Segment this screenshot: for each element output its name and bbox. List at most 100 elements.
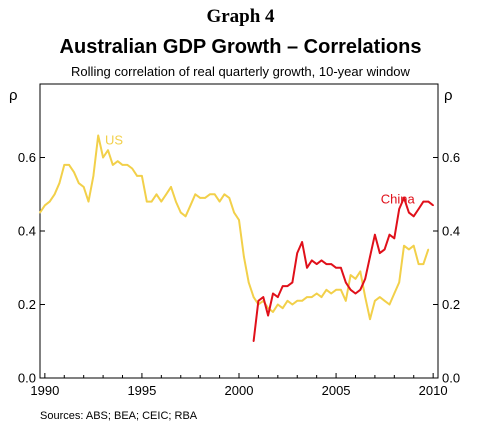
data-point-us <box>422 263 425 265</box>
data-point-us <box>267 307 269 309</box>
data-point-us <box>204 197 206 199</box>
data-point-us <box>252 296 255 298</box>
data-point-china <box>296 252 299 254</box>
data-point-china <box>311 259 313 262</box>
data-point-us <box>335 289 337 291</box>
data-point-china <box>306 266 308 269</box>
data-point-us <box>184 215 187 218</box>
data-point-china <box>378 252 381 254</box>
data-point-us <box>131 167 134 170</box>
series-line-us <box>39 134 430 321</box>
data-point-us <box>369 318 371 321</box>
data-point-us <box>82 186 85 188</box>
data-point-china <box>364 277 366 280</box>
data-point-us <box>73 171 75 173</box>
data-point-china <box>291 281 294 284</box>
data-point-us <box>112 164 114 166</box>
data-point-china <box>277 296 279 298</box>
y-tick-label-right: 0.4 <box>442 224 460 239</box>
y-axis-label-left: ρ <box>9 87 18 104</box>
data-point-china <box>340 266 342 269</box>
y-tick-label-right: 0.6 <box>442 150 460 165</box>
data-point-us <box>398 281 400 284</box>
data-point-china <box>432 204 434 207</box>
data-point-us <box>189 204 192 207</box>
data-point-china <box>257 300 260 302</box>
data-point-us <box>272 311 274 313</box>
data-point-china <box>398 208 400 210</box>
data-point-us <box>48 200 51 203</box>
data-point-us <box>165 193 167 196</box>
y-axis-label-right: ρ <box>444 87 453 104</box>
data-point-us <box>286 300 289 302</box>
data-point-us <box>311 296 313 298</box>
data-point-china <box>369 255 371 258</box>
data-point-us <box>359 270 362 273</box>
data-point-us <box>160 200 163 203</box>
data-point-china <box>393 237 396 240</box>
series-line-china <box>252 196 434 342</box>
data-point-us <box>243 255 245 258</box>
data-point-us <box>213 193 216 196</box>
data-point-us <box>325 289 328 291</box>
data-point-us <box>427 248 430 251</box>
data-point-us <box>296 300 299 302</box>
data-point-us <box>175 200 177 203</box>
data-point-us <box>320 296 323 298</box>
data-point-us <box>228 197 231 199</box>
data-point-china <box>403 197 405 199</box>
data-point-china <box>427 200 430 203</box>
data-point-us <box>378 296 381 298</box>
data-point-us <box>417 263 420 265</box>
data-point-us <box>126 164 129 166</box>
data-point-china <box>315 263 318 265</box>
data-point-china <box>408 211 410 214</box>
data-point-us <box>92 175 95 177</box>
data-point-us <box>44 204 46 207</box>
data-point-us <box>145 200 148 203</box>
data-point-us <box>388 303 391 306</box>
data-point-us <box>223 193 226 196</box>
data-point-us <box>107 149 109 151</box>
data-point-china <box>422 200 425 203</box>
y-tick-label-right: 0.0 <box>442 371 460 386</box>
data-point-us <box>102 156 104 159</box>
data-point-china <box>272 292 274 295</box>
series-label-china: China <box>381 191 416 206</box>
data-point-us <box>63 164 66 166</box>
data-point-us <box>374 300 376 302</box>
data-point-us <box>247 281 250 284</box>
data-point-china <box>344 281 347 284</box>
data-point-china <box>301 241 303 243</box>
data-point-us <box>349 274 352 276</box>
data-point-china <box>281 285 284 287</box>
x-tick-label: 2000 <box>225 383 254 398</box>
graph-number: Graph 4 <box>206 6 275 27</box>
data-point-china <box>267 314 269 317</box>
data-point-us <box>301 300 303 302</box>
data-point-us <box>277 303 279 306</box>
data-point-us <box>238 219 240 221</box>
data-point-us <box>364 296 366 298</box>
data-point-us <box>116 160 119 162</box>
y-tick-label-left: 0.2 <box>18 297 36 312</box>
data-point-china <box>374 233 376 236</box>
data-point-us <box>209 193 211 196</box>
data-point-china <box>349 289 352 291</box>
data-point-us <box>39 211 41 214</box>
data-point-china <box>252 340 255 343</box>
data-point-us <box>330 292 333 295</box>
series-label-us: US <box>105 133 123 148</box>
data-point-us <box>194 193 197 196</box>
x-tick-label: 1995 <box>127 383 156 398</box>
y-tick-label-left: 0.0 <box>18 371 36 386</box>
data-point-us <box>87 200 90 203</box>
data-point-china <box>417 208 420 210</box>
y-tick-label-right: 0.2 <box>442 297 460 312</box>
data-point-us <box>155 193 158 196</box>
data-point-china <box>286 285 289 287</box>
data-point-us <box>306 296 308 298</box>
x-tick-label: 2005 <box>322 383 351 398</box>
data-point-us <box>383 300 386 302</box>
